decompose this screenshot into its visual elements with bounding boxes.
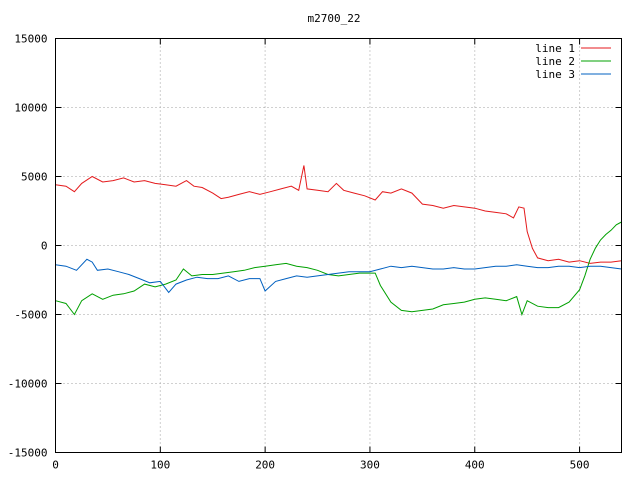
x-tick-label: 400 [465, 459, 485, 472]
chart-title: m2700_22 [308, 12, 361, 25]
y-tick-label: -5000 [14, 309, 47, 322]
grid [55, 38, 622, 453]
x-tick-label: 100 [150, 459, 170, 472]
y-tick-label: 15000 [14, 33, 47, 46]
series-line-2 [55, 221, 622, 317]
series-group [55, 165, 622, 317]
y-tick-label: -10000 [8, 378, 48, 391]
series-line-1 [55, 165, 622, 264]
legend-label-2: line 2 [535, 55, 575, 68]
axis-ticks: -15000 -10000 -5000 0 5000 10000 15000 0 100 200 3… [8, 33, 622, 472]
legend-label-3: line 3 [535, 68, 575, 81]
series-line-3 [55, 258, 622, 294]
x-tick-label: 0 [52, 459, 59, 472]
legend-label-1: line 1 [535, 42, 575, 55]
y-tick-label: 0 [41, 240, 48, 253]
y-tick-label: 10000 [14, 102, 47, 115]
y-tick-label: -15000 [8, 447, 48, 460]
y-tick-label: 5000 [21, 171, 48, 184]
plot-frame [55, 38, 622, 453]
x-tick-label: 500 [570, 459, 590, 472]
x-tick-label: 200 [255, 459, 275, 472]
x-tick-label: 300 [360, 459, 380, 472]
